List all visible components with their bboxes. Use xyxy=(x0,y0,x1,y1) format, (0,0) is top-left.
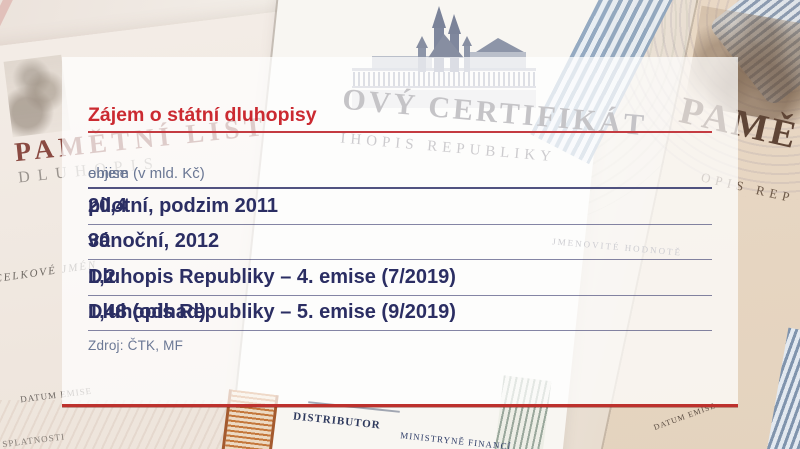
header-underline xyxy=(88,187,712,189)
table-row: Dluhopis Republiky – 4. emise (7/2019) 1… xyxy=(88,260,712,296)
source-credit: Zdroj: ČTK, MF xyxy=(88,338,184,353)
emise-cell: pilotní, podzim 2011 xyxy=(88,194,279,217)
paper-hatch-texture xyxy=(0,400,240,449)
objem-cell: 1,2 xyxy=(88,265,116,288)
panel-bottom-rule xyxy=(62,404,738,407)
column-header-objem: objem (v mld. Kč) xyxy=(88,164,205,182)
page-title: Zájem o státní dluhopisy xyxy=(88,104,317,126)
objem-cell: 1,48 (odhad) xyxy=(88,301,206,324)
objem-cell: 30 xyxy=(88,230,111,253)
table-header: emise objem (v mld. Kč) xyxy=(88,161,712,185)
column-header-emise: emise xyxy=(88,164,129,182)
emise-cell: Dluhopis Republiky – 4. emise (7/2019) xyxy=(88,265,456,288)
table-row: vánoční, 2012 30 xyxy=(88,225,712,260)
info-panel xyxy=(62,57,738,405)
table-row: Dluhopis Republiky – 5. emise (9/2019) 1… xyxy=(88,296,712,331)
emise-cell: vánoční, 2012 xyxy=(88,230,220,253)
city-engraving-left xyxy=(3,54,71,138)
emise-cell: Dluhopis Republiky – 5. emise (9/2019) xyxy=(88,301,456,324)
table-row: pilotní, podzim 2011 20,4 xyxy=(88,189,712,225)
title-underline xyxy=(88,131,712,133)
objem-cell: 20,4 xyxy=(88,194,127,217)
bond-table: pilotní, podzim 2011 20,4 vánoční, 2012 … xyxy=(88,189,712,331)
